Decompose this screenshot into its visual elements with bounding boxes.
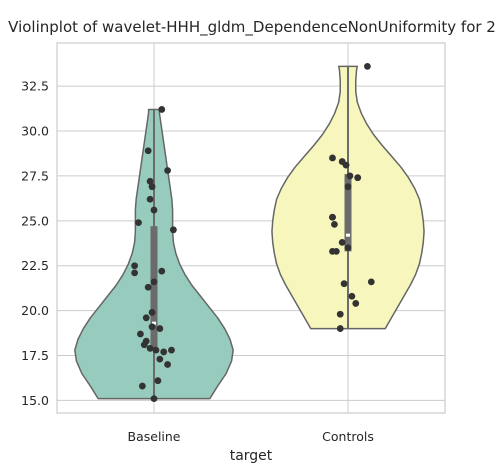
data-point <box>148 183 156 191</box>
data-point <box>160 348 168 356</box>
data-point <box>164 167 171 174</box>
data-point <box>156 325 164 332</box>
plot-frame <box>56 42 446 414</box>
x-tick-label: Controls <box>322 429 374 444</box>
data-point <box>146 195 154 203</box>
data-point <box>158 267 166 275</box>
data-point <box>150 395 158 403</box>
data-point <box>344 183 352 191</box>
data-point <box>140 341 148 349</box>
data-point <box>329 154 336 162</box>
data-point <box>340 280 348 288</box>
violins <box>74 65 425 400</box>
data-point <box>144 147 152 155</box>
data-point <box>367 278 375 286</box>
x-axis-label: target <box>230 448 273 464</box>
y-tick-label: 22.5 <box>21 258 49 273</box>
data-point <box>336 310 344 318</box>
data-point <box>148 323 156 331</box>
y-tick-label: 30.0 <box>21 124 49 139</box>
data-point <box>342 161 350 169</box>
data-point <box>354 174 362 182</box>
data-points <box>131 62 375 403</box>
axes: 15.0 17.5 20.0 22.5 25.0 27.5 30.0 32.5 Baseline… <box>21 42 446 444</box>
data-point <box>170 226 177 234</box>
data-point <box>164 361 171 368</box>
data-point <box>154 377 162 385</box>
data-point <box>135 219 142 227</box>
y-tick-label: 27.5 <box>21 168 49 183</box>
data-point <box>131 269 139 277</box>
x-tick-label: Baseline <box>128 429 181 444</box>
data-point <box>137 330 144 338</box>
y-tick-label: 32.5 <box>21 79 49 94</box>
data-point <box>329 213 336 221</box>
data-point <box>146 344 154 352</box>
data-point <box>152 346 160 354</box>
data-point <box>150 206 158 214</box>
data-point <box>144 283 152 291</box>
chart-title: Violinplot of wavelet-HHH_gldm_Dependenc… <box>8 18 496 37</box>
data-point <box>338 238 346 246</box>
iqr-box-baseline <box>150 226 158 351</box>
y-tick-label: 25.0 <box>21 213 49 228</box>
data-point <box>156 355 164 363</box>
y-tick-label: 15.0 <box>21 393 49 408</box>
y-tick-label: 17.5 <box>21 348 49 363</box>
median-controls <box>346 233 350 237</box>
data-point <box>168 346 175 354</box>
data-point <box>131 262 139 270</box>
data-point <box>344 244 352 252</box>
data-point <box>364 62 371 70</box>
y-tick-label: 20.0 <box>21 303 49 318</box>
data-point <box>346 172 354 180</box>
data-point <box>329 247 336 255</box>
iqr-box-controls <box>344 174 352 252</box>
data-point <box>158 106 166 113</box>
data-point <box>336 325 344 332</box>
data-point <box>150 278 158 286</box>
median-baseline <box>152 321 156 325</box>
data-point <box>352 300 360 307</box>
data-point <box>138 382 146 390</box>
data-point <box>142 314 150 322</box>
data-point <box>348 292 356 300</box>
data-point <box>146 177 154 185</box>
data-point <box>148 309 156 316</box>
data-point <box>331 221 338 228</box>
